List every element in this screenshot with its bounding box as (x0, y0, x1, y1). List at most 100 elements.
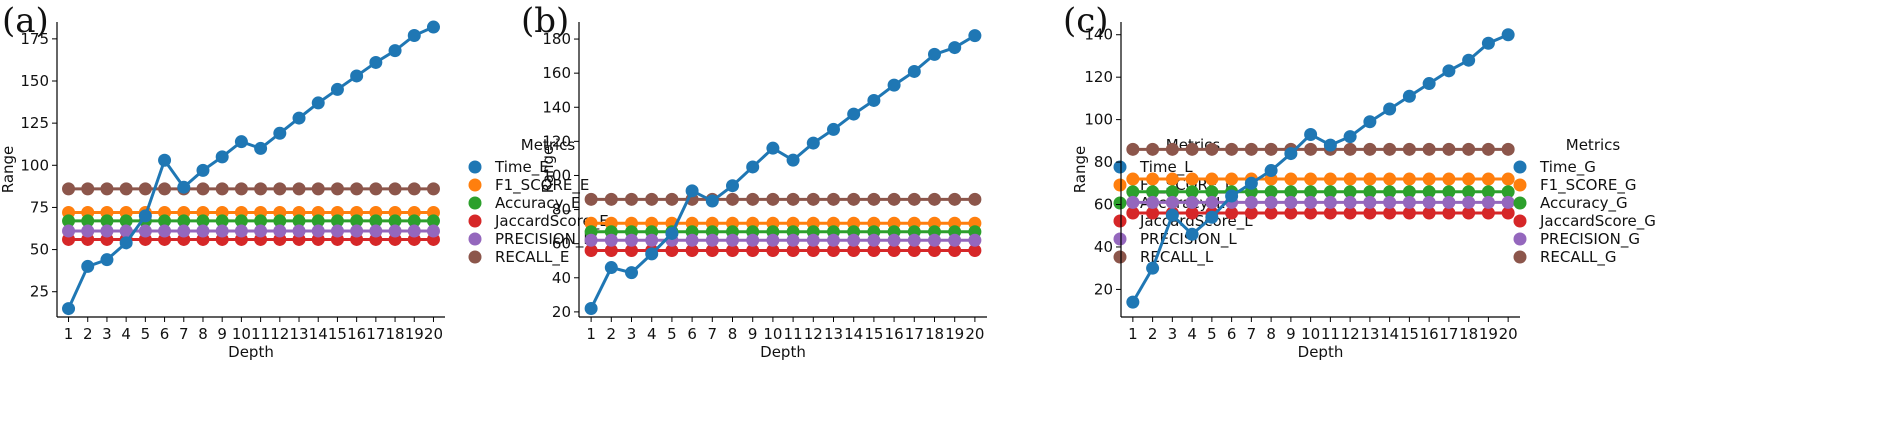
data-point (847, 107, 861, 121)
data-point (584, 233, 598, 247)
data-point (625, 266, 639, 280)
data-point (1205, 142, 1219, 156)
data-point (1146, 195, 1160, 209)
data-point (311, 96, 325, 110)
data-point (1165, 208, 1179, 222)
data-point (158, 224, 172, 238)
data-point (1185, 185, 1199, 199)
data-point (330, 82, 344, 96)
legend-marker (468, 196, 482, 210)
x-tick-label: 15 (328, 325, 347, 343)
data-point (826, 243, 840, 257)
data-point (215, 150, 229, 164)
y-axis-title: Range (539, 146, 557, 194)
x-tick-label: 16 (1420, 325, 1439, 343)
x-tick-label: 1 (586, 325, 596, 343)
data-point (665, 243, 679, 257)
data-point (1383, 195, 1397, 209)
data-point (1442, 185, 1456, 199)
legend-marker (1113, 160, 1127, 174)
legend-item-label: Time_G (1539, 158, 1596, 177)
data-point (1442, 64, 1456, 78)
data-point (234, 214, 248, 228)
data-point (1363, 115, 1377, 129)
data-point (138, 224, 152, 238)
data-point (100, 253, 114, 267)
legend-marker (468, 232, 482, 246)
data-point (867, 192, 881, 206)
data-point (330, 224, 344, 238)
data-point (1304, 206, 1318, 220)
data-point (292, 111, 306, 125)
data-point (1462, 195, 1476, 209)
data-point (1126, 185, 1140, 199)
data-point (407, 214, 421, 228)
data-point (426, 224, 440, 238)
data-point (62, 214, 76, 228)
data-point (1205, 195, 1219, 209)
x-tick-label: 11 (784, 325, 803, 343)
data-point (584, 192, 598, 206)
data-point (907, 64, 921, 78)
data-point (426, 214, 440, 228)
data-point (350, 69, 364, 83)
x-tick-label: 4 (121, 325, 131, 343)
data-point (1402, 185, 1416, 199)
data-point (1462, 53, 1476, 67)
y-tick-label: 25 (30, 283, 49, 301)
legend-item-label: F1_SCORE_E (495, 176, 589, 195)
data-point (138, 182, 152, 196)
data-point (1363, 195, 1377, 209)
data-point (1442, 172, 1456, 186)
data-point (1383, 142, 1397, 156)
data-point (100, 182, 114, 196)
legend-item-label: F1_SCORE_G (1540, 176, 1637, 195)
data-point (1501, 206, 1515, 220)
series-line (67, 25, 435, 310)
data-point (81, 224, 95, 238)
legend-title: Metrics (1566, 136, 1621, 154)
data-point (330, 182, 344, 196)
data-point (177, 180, 191, 194)
data-point (1244, 142, 1258, 156)
x-tick-label: 2 (83, 325, 93, 343)
x-tick-label: 6 (160, 325, 170, 343)
x-tick-label: 5 (667, 325, 677, 343)
data-point (726, 179, 740, 193)
y-tick-label: 80 (1094, 153, 1113, 171)
data-point (273, 224, 287, 238)
y-tick-label: 140 (1084, 26, 1113, 44)
series-Time_L (584, 29, 982, 315)
data-point (604, 233, 618, 247)
data-point (887, 192, 901, 206)
legend-marker (1113, 178, 1127, 192)
data-point (1264, 206, 1278, 220)
data-point (1185, 227, 1199, 241)
data-point (196, 163, 210, 177)
series-Time_G (1126, 28, 1515, 309)
y-tick-label: 175 (20, 30, 49, 48)
legend-item-label: PRECISION_G (1540, 230, 1640, 249)
data-point (369, 214, 383, 228)
data-point (388, 214, 402, 228)
legend-item-label: RECALL_G (1540, 248, 1616, 267)
data-point (1343, 206, 1357, 220)
data-point (927, 47, 941, 61)
x-tick-label: 9 (1286, 325, 1296, 343)
data-point (1264, 142, 1278, 156)
legend-marker (1113, 232, 1127, 246)
data-point (177, 224, 191, 238)
x-tick-label: 2 (607, 325, 617, 343)
series-PRECISION_E (62, 224, 440, 238)
data-point (407, 28, 421, 42)
data-point (1481, 36, 1495, 50)
x-tick-label: 4 (647, 325, 657, 343)
data-point (746, 233, 760, 247)
legend-marker (1113, 250, 1127, 264)
data-point (1383, 102, 1397, 116)
data-point (215, 182, 229, 196)
data-point (705, 243, 719, 257)
x-tick-label: 10 (1301, 325, 1320, 343)
x-tick-label: 14 (1380, 325, 1399, 343)
